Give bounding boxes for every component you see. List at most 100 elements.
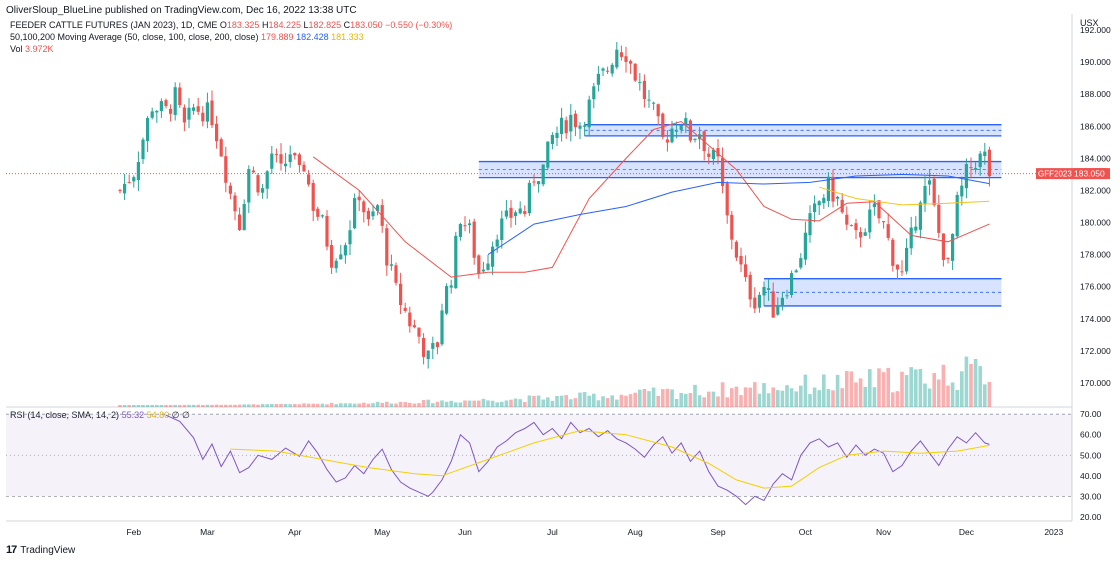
candle-body xyxy=(767,288,771,290)
price-tick-label: 188.000 xyxy=(1080,89,1111,99)
candle-body xyxy=(836,196,840,199)
volume-bar xyxy=(950,382,955,407)
volume-bar xyxy=(987,381,992,407)
time-tick-label: May xyxy=(374,527,391,537)
candle-body xyxy=(803,232,807,260)
candle-body xyxy=(173,87,177,115)
candle-body xyxy=(136,162,140,181)
volume-bar xyxy=(412,403,417,407)
candle-body xyxy=(895,264,899,270)
price-tick-label: 182.000 xyxy=(1080,185,1111,195)
volume-bar xyxy=(421,400,426,407)
candle-body xyxy=(357,196,361,201)
time-tick-label: Apr xyxy=(288,527,301,537)
candle-body xyxy=(624,56,628,62)
candle-body xyxy=(716,148,720,157)
volume-bar xyxy=(881,372,886,407)
rsi-tick-label: 70.00 xyxy=(1080,409,1102,419)
volume-bar xyxy=(150,404,154,407)
time-tick-label: Jun xyxy=(458,527,472,537)
candle-body xyxy=(937,204,941,233)
candle-body xyxy=(270,153,274,169)
symbol-title[interactable]: FEEDER CATTLE FUTURES (JAN 2023), 1D, CM… xyxy=(10,20,218,30)
volume-label[interactable]: Vol xyxy=(10,44,23,54)
ohlc-high: 184.225 xyxy=(268,20,302,30)
symbol-tag-label: GFF2023 xyxy=(1038,170,1072,179)
candle-body xyxy=(647,99,651,101)
volume-bar xyxy=(477,400,481,407)
candle-body xyxy=(615,49,619,68)
candle-body xyxy=(256,175,260,193)
candle-body xyxy=(891,239,895,266)
candle-body xyxy=(748,274,752,300)
volume-bar xyxy=(684,393,688,407)
volume-bar xyxy=(546,397,550,407)
volume-bar xyxy=(619,394,624,407)
candle-body xyxy=(389,264,393,266)
ohlc-close-label: C xyxy=(343,20,351,30)
volume-bar xyxy=(642,389,647,407)
volume-bar xyxy=(375,401,380,407)
volume-bar xyxy=(339,403,343,407)
candle-body xyxy=(311,182,315,211)
volume-bar xyxy=(389,403,394,407)
volume-bar xyxy=(274,403,279,407)
candle-body xyxy=(546,141,550,168)
time-tick-label: Aug xyxy=(628,527,643,537)
volume-bar xyxy=(398,401,403,407)
candle-body xyxy=(817,201,821,206)
candle-body xyxy=(449,285,453,288)
candle-body xyxy=(918,202,922,230)
tradingview-logo[interactable]: 17 TradingView xyxy=(6,544,75,556)
candle-body xyxy=(274,154,278,156)
candle-body xyxy=(343,245,347,256)
volume-bar xyxy=(145,404,150,407)
time-tick-label: Dec xyxy=(959,527,975,537)
volume-bar xyxy=(753,382,757,407)
volume-bar xyxy=(431,403,435,407)
price-tick-label: 172.000 xyxy=(1080,346,1111,356)
rsi-background xyxy=(6,413,1072,497)
candle-body xyxy=(808,213,812,236)
volume-bar xyxy=(550,400,555,407)
ma-legend: 50,100,200 Moving Average (50, close, 10… xyxy=(10,32,364,42)
volume-bar xyxy=(904,375,909,407)
candle-body xyxy=(606,70,610,72)
candle-body xyxy=(711,149,715,160)
time-tick-label: Sep xyxy=(710,527,725,537)
volume-bar xyxy=(168,404,173,407)
volume-bar xyxy=(320,403,325,407)
volume-bar xyxy=(817,390,821,407)
time-tick-label: Oct xyxy=(799,527,813,537)
ohlc-high-label: H xyxy=(261,20,269,30)
candle-body xyxy=(734,241,738,258)
candle-body xyxy=(330,245,334,268)
candle-body xyxy=(619,52,623,57)
volume-bar xyxy=(647,391,651,407)
volume-bar xyxy=(136,404,141,407)
candle-body xyxy=(537,181,541,185)
volume-bar xyxy=(757,393,762,407)
candle-body xyxy=(284,163,288,167)
volume-bar xyxy=(348,403,352,407)
rsi-label[interactable]: RSI (14, close, SMA, 14, 2) xyxy=(10,410,120,420)
volume-bar xyxy=(518,399,522,407)
volume-bar xyxy=(219,404,223,407)
candle-body xyxy=(178,87,182,106)
price-change: −0.550 (−0.30%) xyxy=(385,20,453,30)
candle-body xyxy=(233,195,237,212)
candle-body xyxy=(721,157,725,187)
candle-body xyxy=(909,227,913,249)
volume-legend: Vol 3.972K xyxy=(10,44,54,54)
rsi-tick-label: 50.00 xyxy=(1080,450,1102,460)
candle-body xyxy=(445,286,449,314)
candle-body xyxy=(251,170,255,173)
candle-body xyxy=(472,221,476,258)
candles xyxy=(118,41,991,369)
candle-body xyxy=(693,138,697,140)
candle-body xyxy=(813,203,817,213)
ma-legend-label[interactable]: 50,100,200 Moving Average (50, close, 10… xyxy=(10,32,259,42)
candle-body xyxy=(201,112,205,122)
volume-bar xyxy=(362,402,366,407)
